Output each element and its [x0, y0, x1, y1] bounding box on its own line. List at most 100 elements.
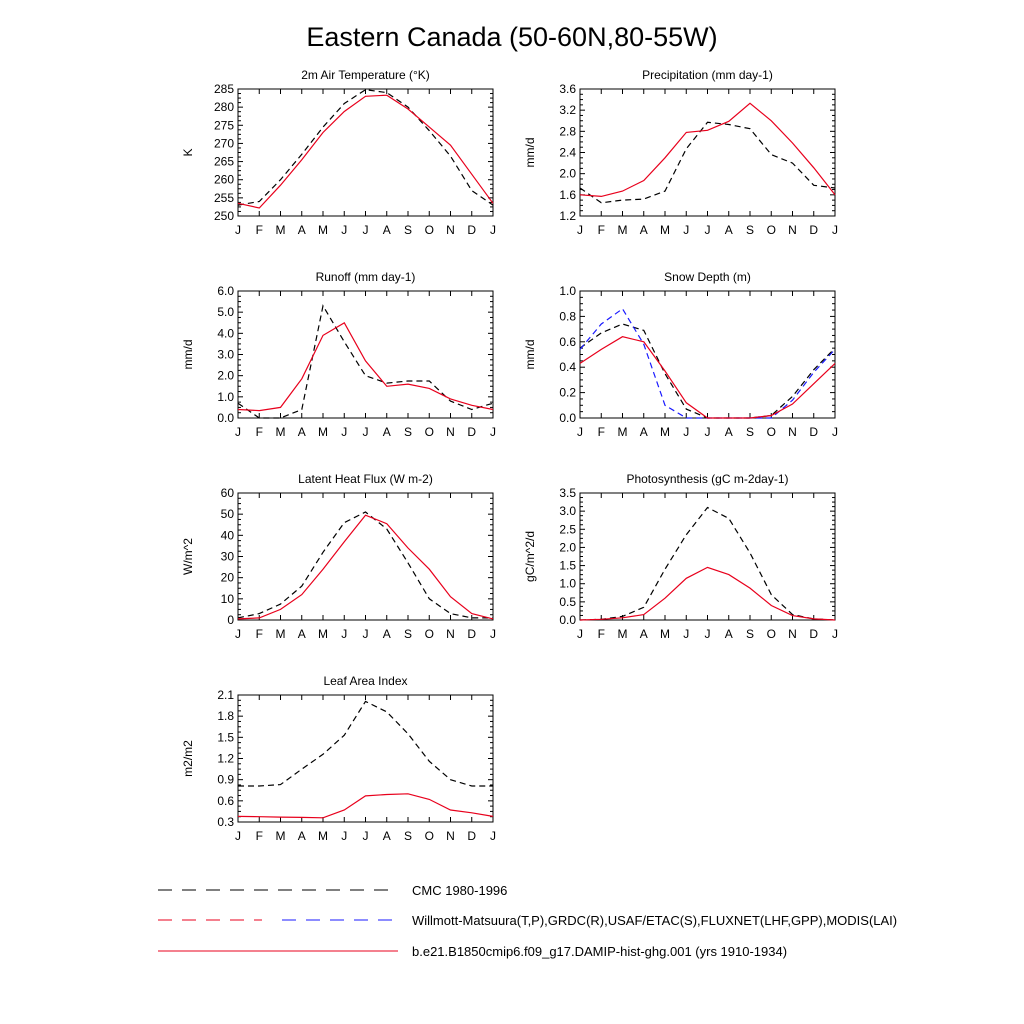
legend-label: Willmott-Matsuura(T,P),GRDC(R),USAF/ETAC…	[412, 913, 897, 928]
x-tick-label: J	[363, 223, 369, 237]
x-tick-label: N	[446, 425, 455, 439]
series-line-dash-black	[237, 304, 494, 419]
y-tick-label: 5.0	[217, 305, 234, 319]
x-tick-label: O	[767, 627, 776, 641]
x-tick-label: M	[276, 829, 286, 843]
x-tick-label: J	[683, 223, 689, 237]
y-tick-label: 6.0	[217, 284, 234, 298]
y-tick-label: 285	[214, 82, 234, 96]
x-tick-label: N	[446, 223, 455, 237]
series-line-dash-black	[579, 121, 836, 204]
x-tick-label: J	[683, 627, 689, 641]
y-axis-label: mm/d	[523, 340, 537, 370]
panel-title: Photosynthesis (gC m-2day-1)	[626, 472, 788, 486]
y-axis-label: K	[181, 148, 195, 156]
y-tick-label: 0.5	[559, 595, 576, 609]
y-tick-label: 1.2	[217, 752, 234, 766]
x-tick-label: J	[341, 627, 347, 641]
series-line-dash-black	[237, 89, 494, 206]
legend-label: CMC 1980-1996	[412, 883, 507, 898]
x-tick-label: O	[425, 223, 434, 237]
x-tick-label: M	[318, 425, 328, 439]
x-tick-label: N	[788, 627, 797, 641]
x-tick-label: A	[640, 627, 648, 641]
x-tick-label: J	[490, 223, 496, 237]
panel-title: Leaf Area Index	[323, 674, 407, 688]
panel-title: Runoff (mm day-1)	[316, 270, 416, 284]
y-tick-label: 260	[214, 173, 234, 187]
x-tick-label: S	[746, 425, 754, 439]
y-axis-label: gC/m^2/d	[523, 531, 537, 582]
y-tick-label: 0.0	[217, 411, 234, 425]
x-tick-label: D	[809, 627, 818, 641]
x-tick-label: F	[256, 627, 263, 641]
x-tick-label: A	[640, 223, 648, 237]
y-tick-label: 2.8	[559, 124, 576, 138]
x-tick-label: D	[467, 223, 476, 237]
panel-5: Photosynthesis (gC m-2day-1) gC/m^2/d 0.0 0…	[523, 472, 838, 641]
x-tick-label: J	[363, 627, 369, 641]
y-tick-label: 3.2	[559, 103, 576, 117]
y-tick-label: 60	[221, 486, 235, 500]
x-tick-label: J	[490, 425, 496, 439]
series-line-solid-red	[579, 566, 836, 621]
x-tick-label: M	[318, 627, 328, 641]
y-tick-label: 2.5	[559, 522, 576, 536]
x-tick-label: S	[404, 223, 412, 237]
y-axis-label: m2/m2	[181, 740, 195, 777]
legend-label: b.e21.B1850cmip6.f09_g17.DAMIP-hist-ghg.…	[412, 944, 787, 959]
y-tick-label: 0.6	[559, 335, 576, 349]
y-tick-label: 265	[214, 155, 234, 169]
series-line-solid-red	[237, 321, 494, 412]
x-tick-label: J	[235, 829, 241, 843]
x-tick-label: F	[256, 425, 263, 439]
panels: 2m Air Temperature (°K) K 250 255 260 265 270 2…	[181, 68, 838, 843]
y-tick-label: 4.0	[217, 326, 234, 340]
series-line-solid-red	[237, 514, 494, 620]
x-tick-label: J	[363, 829, 369, 843]
x-tick-label: A	[725, 223, 733, 237]
y-tick-label: 250	[214, 209, 234, 223]
x-tick-label: J	[832, 425, 838, 439]
y-tick-label: 2.1	[217, 688, 234, 702]
x-tick-label: O	[425, 829, 434, 843]
x-tick-label: M	[276, 223, 286, 237]
x-tick-label: J	[235, 223, 241, 237]
y-tick-label: 2.0	[559, 540, 576, 554]
x-tick-label: F	[256, 223, 263, 237]
x-tick-label: A	[298, 627, 306, 641]
series-line-solid-red	[237, 94, 494, 209]
x-tick-label: J	[683, 425, 689, 439]
x-tick-label: O	[767, 223, 776, 237]
x-tick-label: J	[577, 627, 583, 641]
series-line-solid-red	[237, 793, 494, 819]
x-tick-label: A	[383, 223, 391, 237]
y-tick-label: 0.2	[559, 386, 576, 400]
series-line-dash-black	[579, 506, 836, 621]
x-tick-label: A	[298, 223, 306, 237]
x-tick-label: M	[618, 425, 628, 439]
y-tick-label: 0.8	[559, 309, 576, 323]
x-tick-label: S	[746, 627, 754, 641]
x-tick-label: J	[490, 829, 496, 843]
y-tick-label: 1.0	[559, 577, 576, 591]
x-tick-label: J	[341, 829, 347, 843]
y-tick-label: 1.0	[559, 284, 576, 298]
y-tick-label: 1.2	[559, 209, 576, 223]
y-axis-label: mm/d	[181, 340, 195, 370]
x-tick-label: J	[490, 627, 496, 641]
x-tick-label: A	[725, 627, 733, 641]
x-tick-label: J	[341, 223, 347, 237]
y-tick-label: 3.0	[217, 348, 234, 362]
x-tick-label: M	[318, 223, 328, 237]
x-tick-label: J	[341, 425, 347, 439]
y-tick-label: 0.4	[559, 360, 576, 374]
series-line-solid-red	[579, 336, 836, 419]
x-tick-label: M	[660, 627, 670, 641]
y-tick-label: 50	[221, 507, 235, 521]
x-tick-label: A	[383, 425, 391, 439]
x-tick-label: J	[235, 627, 241, 641]
series-line-dash-black	[579, 323, 836, 419]
x-tick-label: J	[832, 627, 838, 641]
y-tick-label: 10	[221, 592, 235, 606]
